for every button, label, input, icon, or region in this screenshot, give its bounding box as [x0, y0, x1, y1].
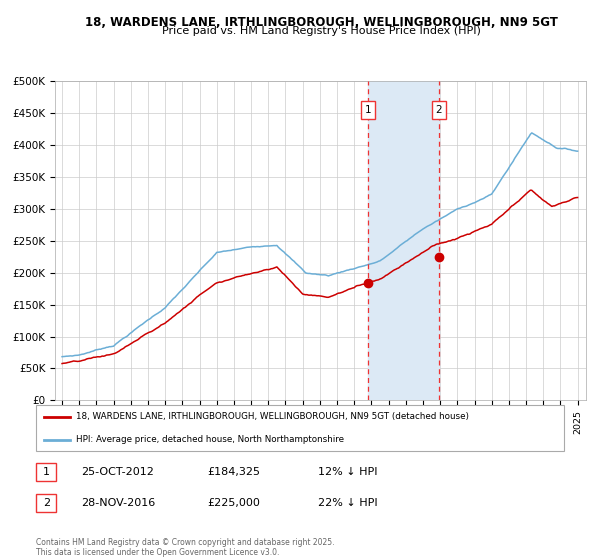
Text: HPI: Average price, detached house, North Northamptonshire: HPI: Average price, detached house, Nort… [76, 435, 344, 444]
Text: 28-NOV-2016: 28-NOV-2016 [81, 498, 155, 508]
FancyBboxPatch shape [36, 405, 564, 451]
Bar [368, 81, 439, 400]
Text: £225,000: £225,000 [207, 498, 260, 508]
Text: 1: 1 [365, 105, 371, 115]
Text: 2: 2 [435, 105, 442, 115]
Text: 2: 2 [43, 498, 50, 508]
Text: 18, WARDENS LANE, IRTHLINGBOROUGH, WELLINGBOROUGH, NN9 5GT: 18, WARDENS LANE, IRTHLINGBOROUGH, WELLI… [85, 16, 557, 29]
Text: 18, WARDENS LANE, IRTHLINGBOROUGH, WELLINGBOROUGH, NN9 5GT (detached house): 18, WARDENS LANE, IRTHLINGBOROUGH, WELLI… [76, 412, 469, 421]
Text: Contains HM Land Registry data © Crown copyright and database right 2025.
This d: Contains HM Land Registry data © Crown c… [36, 538, 335, 557]
Text: 1: 1 [43, 467, 50, 477]
Text: 22% ↓ HPI: 22% ↓ HPI [318, 498, 377, 508]
Text: £184,325: £184,325 [207, 467, 260, 477]
Text: Price paid vs. HM Land Registry's House Price Index (HPI): Price paid vs. HM Land Registry's House … [161, 26, 481, 36]
Text: 25-OCT-2012: 25-OCT-2012 [81, 467, 154, 477]
Text: 12% ↓ HPI: 12% ↓ HPI [318, 467, 377, 477]
